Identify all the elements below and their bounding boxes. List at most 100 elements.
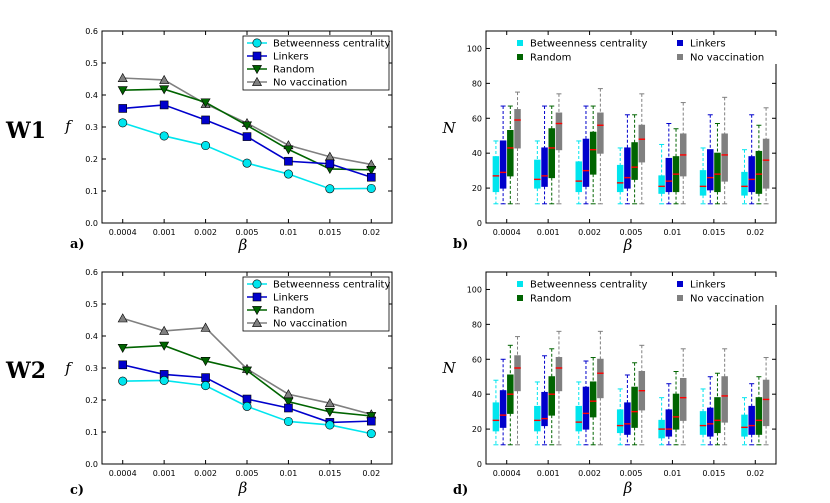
row-label-w2: W2: [5, 358, 46, 384]
legend: Betweenness centrality Linkers Random No va…: [242, 35, 390, 91]
point-random: [117, 86, 128, 96]
box-no-vaccination: [638, 344, 646, 446]
point-random: [241, 121, 253, 131]
point-linkers: [201, 115, 210, 125]
box-body: [597, 358, 604, 399]
point-betweenness-centrality: [242, 158, 252, 168]
x-axis-label: β: [238, 479, 248, 497]
legend-swatch-random: [517, 295, 523, 301]
point-betweenness-centrality: [242, 401, 252, 411]
box-random: [755, 124, 763, 205]
point-linkers: [284, 403, 293, 413]
box-body: [707, 149, 714, 191]
y-tick-label: 60: [472, 355, 482, 364]
box-linkers: [624, 114, 631, 205]
box-linkers: [665, 123, 673, 205]
legend-label-random: Random: [273, 306, 314, 317]
point-betweenness-centrality: [325, 420, 335, 430]
legend-swatch-betweenness-centrality: [517, 281, 523, 287]
panel-label: a): [70, 237, 85, 252]
x-tick-label: 0.005: [620, 228, 643, 237]
point-linkers: [366, 172, 376, 182]
box-body: [582, 138, 590, 187]
legend-label-random: Random: [530, 294, 571, 305]
box-body: [548, 376, 555, 416]
chart-b-boxplot: 0 20 40 60 80 100 0.0004 0.001 0.002 0.005 0.01 0.0…: [441, 30, 782, 254]
x-tick-label: 0.01: [664, 228, 682, 237]
box-betweenness-centrality: [741, 397, 748, 446]
legend-label-betweenness-centrality: Betweenness centrality: [273, 280, 390, 291]
point-no-vaccination: [324, 398, 335, 408]
box-body: [616, 409, 624, 434]
point-random: [159, 341, 170, 351]
panel-label: d): [453, 483, 468, 498]
point-no-vaccination: [159, 74, 170, 84]
x-axis-label: β: [238, 236, 248, 254]
point-betweenness-centrality: [366, 429, 376, 439]
x-tick-label: 0.005: [236, 228, 259, 237]
point-betweenness-centrality: [201, 141, 211, 151]
box-body: [748, 405, 755, 435]
box-body: [638, 124, 646, 163]
legend-marker-betweenness-centrality: [252, 38, 262, 48]
point-linkers: [366, 416, 376, 426]
box-body: [631, 142, 638, 180]
point-linkers: [284, 156, 293, 166]
box-body: [575, 405, 583, 432]
box-body: [492, 402, 500, 432]
y-tick-label: 0.3: [85, 364, 98, 373]
y-tick-label: 80: [472, 79, 482, 88]
y-tick-label: 40: [472, 149, 482, 158]
box-no-vaccination: [721, 348, 728, 446]
box-body: [748, 156, 755, 193]
y-tick-label: 0.3: [85, 123, 98, 132]
x-tick-label: 0.001: [153, 469, 176, 478]
point-no-vaccination: [159, 325, 170, 335]
box-body: [541, 147, 548, 187]
legend-swatch-betweenness-centrality: [517, 40, 523, 46]
box-body: [762, 138, 770, 189]
box-body: [499, 390, 507, 428]
legend-label-no-vaccination: No vaccination: [690, 53, 764, 64]
box-body: [755, 397, 763, 435]
box-random: [548, 105, 555, 205]
legend-box: [512, 277, 782, 305]
x-tick-label: 0.0004: [109, 228, 137, 237]
y-tick-label: 0.1: [85, 428, 98, 437]
legend-swatch-random: [517, 54, 523, 60]
box-betweenness-centrality: [575, 140, 583, 205]
point-no-vaccination: [117, 72, 128, 82]
box-body: [555, 357, 563, 392]
legend-label-linkers: Linkers: [273, 52, 309, 63]
y-axis-label: f: [64, 117, 73, 135]
box-no-vaccination: [638, 93, 646, 205]
y-tick-label: 0.2: [85, 396, 98, 405]
y-axis-label: N: [441, 359, 456, 377]
legend-swatch-linkers: [677, 281, 683, 287]
box-random: [507, 105, 514, 205]
box-body: [699, 411, 707, 435]
box-linkers: [665, 383, 673, 446]
x-tick-label: 0.0004: [493, 228, 521, 237]
box-random: [631, 362, 638, 446]
box-random: [589, 357, 597, 446]
x-tick-label: 0.015: [318, 228, 341, 237]
x-tick-label: 0.02: [746, 228, 764, 237]
chart-d-boxplot: 0 20 40 60 80 100 0.0004 0.001 0.002 0.005 0.01 0.0…: [441, 271, 782, 498]
x-axis-label: β: [623, 479, 633, 497]
x-tick-label: 0.01: [280, 469, 298, 478]
x-tick-label: 0.002: [578, 228, 601, 237]
point-random: [241, 366, 253, 376]
box-betweenness-centrality: [534, 381, 541, 446]
point-random: [117, 343, 128, 353]
box-body: [548, 128, 555, 179]
y-tick-label: 80: [472, 320, 482, 329]
y-tick-label: 0: [477, 460, 482, 469]
point-betweenness-centrality: [283, 169, 293, 179]
y-tick-label: 0.5: [85, 300, 98, 309]
y-tick-label: 0.6: [85, 268, 98, 277]
x-tick-label: 0.001: [537, 228, 560, 237]
y-tick-label: 100: [467, 44, 482, 53]
chart-a-line: 0.0 0.1 0.2 0.3 0.4 0.5 0.6 0.0004 0.001 0.002 0.0…: [64, 27, 393, 254]
